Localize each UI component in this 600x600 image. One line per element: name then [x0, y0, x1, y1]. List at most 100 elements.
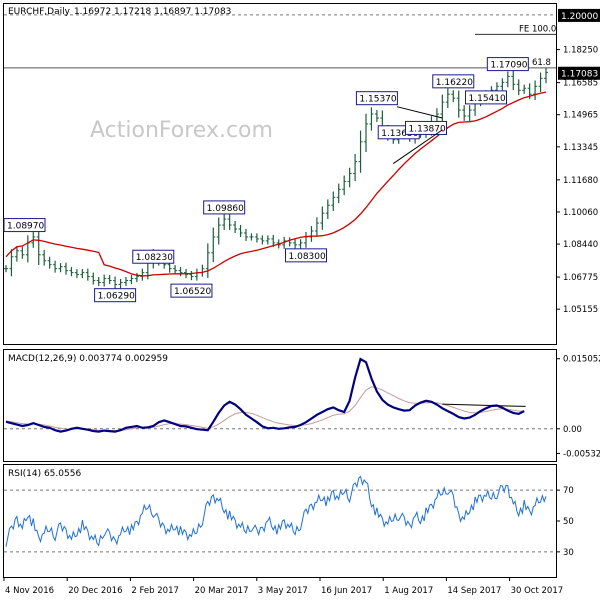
price-title: EURCHF,Daily 1.16972 1.17218 1.16897 1.17…: [8, 7, 231, 17]
last-price-label-bg: [558, 66, 600, 80]
price-bar: [47, 256, 52, 269]
x-tick-label: 30 Oct 2017: [511, 586, 564, 596]
price-bar: [36, 226, 41, 266]
price-bar: [353, 154, 358, 182]
price-bar: [505, 71, 510, 88]
ohlc-header: 1.16972 1.17218 1.16897 1.17083: [74, 7, 231, 17]
price-bar: [522, 84, 527, 94]
price-bar: [516, 79, 521, 96]
price-bar: [358, 130, 363, 173]
macd-tick-label: -0.005321: [563, 450, 600, 460]
price-annotation: 1.16220: [432, 74, 475, 89]
price-tick-label: 1.08440: [563, 240, 598, 250]
price-bar: [118, 278, 123, 289]
price-annotation: 1.13870: [405, 120, 447, 135]
x-tick-label: 16 Jun 2017: [321, 586, 372, 596]
price-bar: [20, 246, 25, 259]
price-bar: [91, 272, 96, 285]
top-price-label-bg: [558, 8, 600, 22]
price-bar: [102, 274, 107, 287]
rsi-tick-label: 30: [563, 548, 574, 558]
price-bar: [107, 274, 112, 285]
price-bar: [249, 233, 254, 241]
price-bar: [189, 271, 194, 281]
price-annotations: 1.08970 1.06290 1.08230 1.06520 1.09860 1.083…: [3, 57, 529, 303]
svg-text:1.06520: 1.06520: [174, 287, 211, 297]
price-bar: [58, 263, 63, 273]
price-bar: [445, 88, 450, 108]
svg-text:1.16220: 1.16220: [436, 78, 473, 88]
price-tick-label: 1.14965: [563, 111, 598, 121]
price-tick-label: 1.10060: [563, 208, 598, 218]
macd-tick-label: 0.015052: [563, 355, 600, 365]
price-bar: [364, 113, 368, 153]
price-annotation: 1.08300: [285, 248, 327, 263]
price-bar: [9, 249, 14, 277]
price-bar: [347, 167, 352, 188]
price-bar: [80, 269, 85, 279]
price-level-lines: FE 100.0 FE 61.8: [4, 14, 556, 69]
price-bar: [271, 234, 276, 247]
triangle-upper-line: [396, 106, 443, 119]
price-bar: [440, 94, 445, 122]
price-bar: [85, 268, 90, 281]
price-bar: [211, 227, 216, 263]
price-tick-label: 1.11680: [563, 176, 598, 186]
rsi-line: [5, 475, 547, 547]
price-bar: [254, 233, 259, 243]
price-bar: [320, 206, 325, 230]
price-bar: [216, 217, 221, 245]
price-bar: [511, 70, 516, 91]
svg-text:1.17090: 1.17090: [490, 61, 527, 71]
price-bar: [293, 239, 298, 249]
price-annotation: 1.15410: [465, 90, 507, 105]
price-bar: [451, 90, 456, 103]
symbol-timeframe: EURCHF,Daily: [8, 7, 71, 17]
x-tick-label: 20 Mar 2017: [195, 586, 249, 596]
svg-text:1.08230: 1.08230: [136, 253, 173, 263]
price-annotation: 1.17090: [486, 57, 529, 72]
price-bar: [314, 217, 319, 237]
macd-line: [5, 357, 525, 433]
svg-text:1.09860: 1.09860: [207, 204, 244, 214]
rsi-panel-frame: [3, 464, 557, 578]
svg-text:1.13650: 1.13650: [381, 129, 418, 139]
macd-trend-line: [442, 403, 526, 407]
price-bar: [374, 110, 379, 123]
svg-text:1.15370: 1.15370: [359, 95, 396, 105]
price-bar: [74, 269, 79, 279]
price-bar: [369, 107, 374, 131]
macd-panel-frame: [3, 349, 557, 462]
x-tick-label: 2 Feb 2017: [131, 586, 179, 596]
svg-text:1.08300: 1.08300: [289, 252, 326, 262]
rsi-title: RSI(14) 65.0556: [8, 469, 81, 479]
price-bar: [178, 267, 183, 277]
price-tick-label: 1.13345: [563, 143, 598, 153]
price-bar: [227, 214, 232, 230]
price-bar: [113, 276, 118, 289]
price-bar: [124, 276, 128, 287]
price-annotation: 1.09860: [203, 200, 246, 215]
price-bar: [244, 228, 248, 241]
price-bar: [331, 191, 336, 212]
price-annotation: 1.15370: [355, 91, 398, 106]
price-annotation: 1.06290: [94, 288, 137, 303]
price-tick-label: 1.16585: [563, 79, 598, 89]
price-bar: [42, 249, 47, 266]
price-bar: [298, 239, 303, 249]
price-bar: [64, 262, 68, 275]
price-bar: [96, 276, 101, 287]
moving-average-line: [5, 91, 547, 277]
x-tick-label: 4 Nov 2016: [5, 586, 54, 596]
price-bar: [53, 260, 58, 273]
price-bar: [467, 105, 472, 121]
price-bar: [325, 199, 330, 219]
price-bar: [4, 265, 8, 273]
price-tick-label: 1.05155: [563, 305, 598, 315]
fe-level-label: FE 61.8: [519, 58, 551, 68]
rsi-tick-label: 70: [563, 486, 574, 496]
price-bar: [260, 235, 265, 245]
price-bar: [205, 243, 210, 279]
price-bar: [129, 274, 134, 285]
